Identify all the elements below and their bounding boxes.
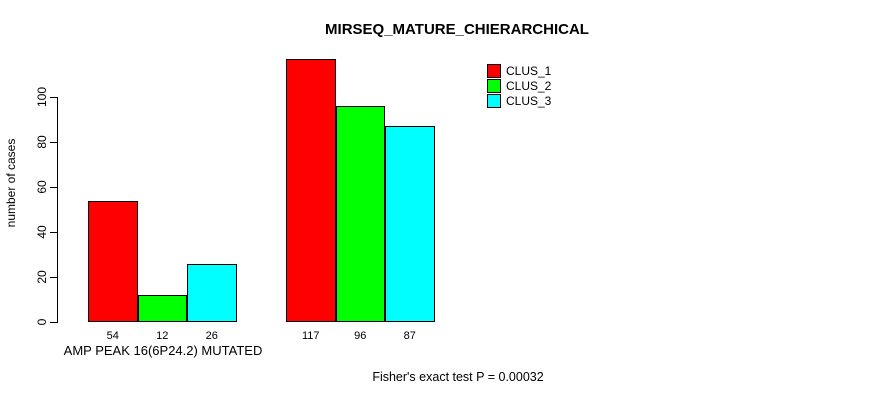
chart-title: MIRSEQ_MATURE_CHIERARCHICAL (325, 21, 589, 38)
y-axis-tick-label: 80 (35, 135, 49, 149)
bar-clus_1-group2 (286, 58, 336, 322)
bar-clus_2-group2 (335, 106, 385, 322)
y-axis-tick-label: 0 (35, 318, 49, 326)
y-axis-tick (50, 277, 57, 278)
legend-label: CLUS_3 (506, 93, 552, 108)
y-axis-label: number of cases (4, 138, 18, 228)
bar-value-label: 26 (205, 330, 218, 342)
bar-value-label: 96 (354, 330, 367, 342)
legend-swatch-icon (487, 78, 501, 93)
bar-clus_2-group1 (137, 295, 187, 322)
y-axis-tick (50, 97, 57, 98)
bar-clus_3-group1 (187, 263, 237, 322)
bar-value-label: 12 (156, 330, 169, 342)
y-axis-tick (50, 142, 57, 143)
legend-label: CLUS_2 (506, 78, 552, 93)
bar-clus_3-group2 (385, 126, 435, 322)
legend-swatch-icon (487, 63, 501, 78)
y-axis-tick-label: 100 (35, 86, 49, 108)
legend-label: CLUS_1 (506, 63, 552, 78)
bar-value-label: 117 (301, 330, 320, 342)
bar-clus_1-group1 (88, 200, 138, 322)
legend-swatch-icon (487, 93, 501, 108)
bar-value-label: 54 (106, 330, 119, 342)
bar-value-label: 87 (403, 330, 416, 342)
y-axis-tick-label: 20 (35, 270, 49, 284)
y-axis-tick (50, 232, 57, 233)
legend-item-clus_3: CLUS_3 (487, 93, 551, 108)
y-axis-tick-label: 60 (35, 180, 49, 194)
x-group-label: AMP PEAK 16(6P24.2) MUTATED (63, 343, 263, 358)
legend: CLUS_1 CLUS_2 CLUS_3 (487, 63, 551, 108)
y-axis-tick-label: 40 (35, 225, 49, 239)
y-axis-tick (50, 322, 57, 323)
legend-item-clus_2: CLUS_2 (487, 78, 551, 93)
fisher-test-annotation: Fisher's exact test P = 0.00032 (372, 370, 544, 384)
legend-item-clus_1: CLUS_1 (487, 63, 551, 78)
y-axis-tick (50, 187, 57, 188)
y-axis-line (57, 97, 58, 323)
